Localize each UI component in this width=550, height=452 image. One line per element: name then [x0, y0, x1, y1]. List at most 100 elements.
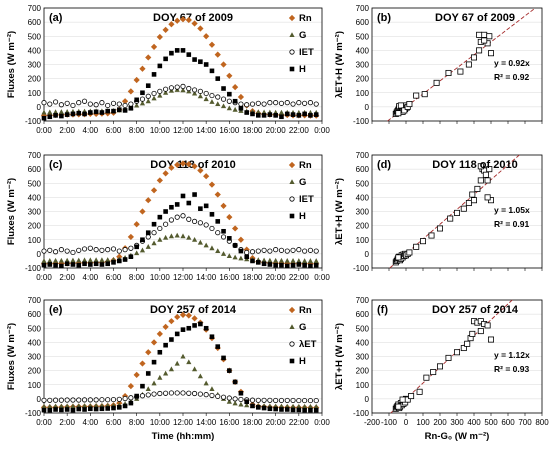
r-squared-label: R² = 0.92	[494, 72, 529, 82]
data-point-λET	[249, 397, 256, 403]
data-point-H	[169, 337, 174, 342]
data-point-H	[203, 62, 209, 67]
data-point-Rn	[133, 371, 140, 378]
data-point	[447, 215, 454, 222]
data-point-H	[267, 406, 273, 412]
data-point-G	[145, 244, 151, 249]
data-point-lET	[278, 247, 285, 253]
x-tick-label: 22:00	[289, 273, 310, 282]
data-point-G	[134, 102, 140, 108]
data-point-H	[128, 105, 134, 111]
data-point-G	[168, 233, 175, 239]
data-point-H	[255, 113, 261, 118]
data-point-G	[47, 257, 53, 263]
data-point-Rn	[150, 187, 158, 194]
data-point-G	[47, 109, 53, 115]
data-point-H	[238, 248, 244, 254]
data-point-Rn	[162, 26, 169, 34]
y-tick-label: 700	[356, 151, 370, 160]
data-point-G	[267, 257, 273, 263]
x-tick-label: 18:00	[242, 126, 263, 135]
data-point-Rn	[214, 51, 221, 58]
data-point-H	[128, 400, 134, 406]
y-tick-label: 600	[356, 165, 370, 174]
panel-letter: (b)	[377, 12, 391, 24]
data-point-G	[209, 245, 215, 251]
data-point-λET	[168, 390, 175, 396]
data-point	[433, 79, 440, 86]
data-point-G	[226, 253, 232, 258]
data-point-H	[308, 407, 313, 413]
y-tick-label: 0	[365, 250, 370, 259]
data-point-H	[284, 407, 290, 412]
y-axis-label: Fluxes (W m⁻²)	[6, 178, 17, 245]
data-point-Rn	[156, 33, 163, 41]
data-point-Rn	[121, 98, 129, 105]
data-point-G	[226, 398, 232, 404]
data-point-lET	[220, 234, 227, 240]
y-tick-label: 700	[28, 4, 42, 13]
time-series-panel-4: -100 0 100 200 300 400 500 600 700 0:00 2:00 4:00 6:…	[6, 296, 330, 442]
data-point-λET	[238, 396, 244, 403]
series-lET	[41, 213, 319, 256]
data-point-Rn	[156, 177, 163, 184]
y-axis-label: λET+H (W m⁻²)	[334, 178, 345, 245]
y-tick-label: -100	[25, 117, 42, 126]
data-point-G	[209, 386, 215, 391]
data-point-lET	[255, 100, 261, 106]
data-point-H	[192, 192, 197, 197]
data-point-H	[116, 107, 122, 112]
data-point-lET	[238, 101, 244, 107]
data-point-λET	[186, 390, 192, 396]
legend-label: H	[299, 211, 306, 222]
data-point-lET	[203, 222, 209, 228]
series-H	[41, 321, 319, 413]
data-point-H	[111, 405, 116, 411]
data-point-G	[52, 403, 59, 409]
data-point-H	[93, 406, 99, 412]
data-point-lET	[163, 221, 169, 227]
x-tick-label: 14:00	[196, 418, 217, 427]
data-point-G	[226, 105, 232, 111]
x-tick-label: 4:00	[83, 418, 99, 427]
data-point-H	[116, 405, 122, 410]
data-point-H	[76, 262, 82, 268]
y-tick-label: 700	[356, 4, 370, 13]
data-point-lET	[307, 100, 314, 106]
data-point-H	[203, 203, 209, 209]
data-point-H	[267, 112, 273, 117]
y-tick-label: 300	[356, 61, 370, 70]
x-tick-label: 6:00	[106, 126, 122, 135]
data-point-lET	[41, 248, 47, 254]
data-point-H	[140, 237, 145, 243]
data-point-λET	[296, 397, 302, 404]
data-point-G	[163, 89, 169, 95]
data-point-lET	[261, 101, 267, 107]
y-tick-label: 400	[356, 46, 370, 55]
y-axis-label: λET+H (W m⁻²)	[334, 323, 345, 390]
x-tick-label: 16:00	[219, 418, 240, 427]
data-point-λET	[180, 390, 186, 396]
data-point	[423, 374, 430, 381]
data-point	[453, 209, 460, 216]
panel-title: DOY 118 of 2010	[432, 159, 517, 171]
data-point-H	[151, 221, 157, 227]
y-tick-label: 700	[28, 296, 42, 305]
legend-label: Rn	[299, 160, 312, 171]
data-point-lET	[145, 93, 151, 99]
x-tick-label: 200	[433, 418, 447, 427]
data-point-H	[261, 113, 267, 118]
x-tick-label: 12:00	[173, 126, 194, 135]
series-lET	[41, 83, 319, 109]
data-point-G	[313, 403, 319, 409]
x-tick-label: 100	[416, 418, 430, 427]
data-point-λET	[174, 390, 180, 396]
y-axis-label: λET+H (W m⁻²)	[334, 31, 345, 98]
data-point-H	[238, 390, 244, 396]
x-tick-label: 20:00	[266, 273, 287, 282]
data-point-G	[145, 386, 151, 391]
data-point-lET	[168, 85, 175, 91]
data-point-lET	[47, 247, 53, 253]
data-point-λET	[226, 395, 232, 401]
data-point-H	[273, 406, 278, 412]
